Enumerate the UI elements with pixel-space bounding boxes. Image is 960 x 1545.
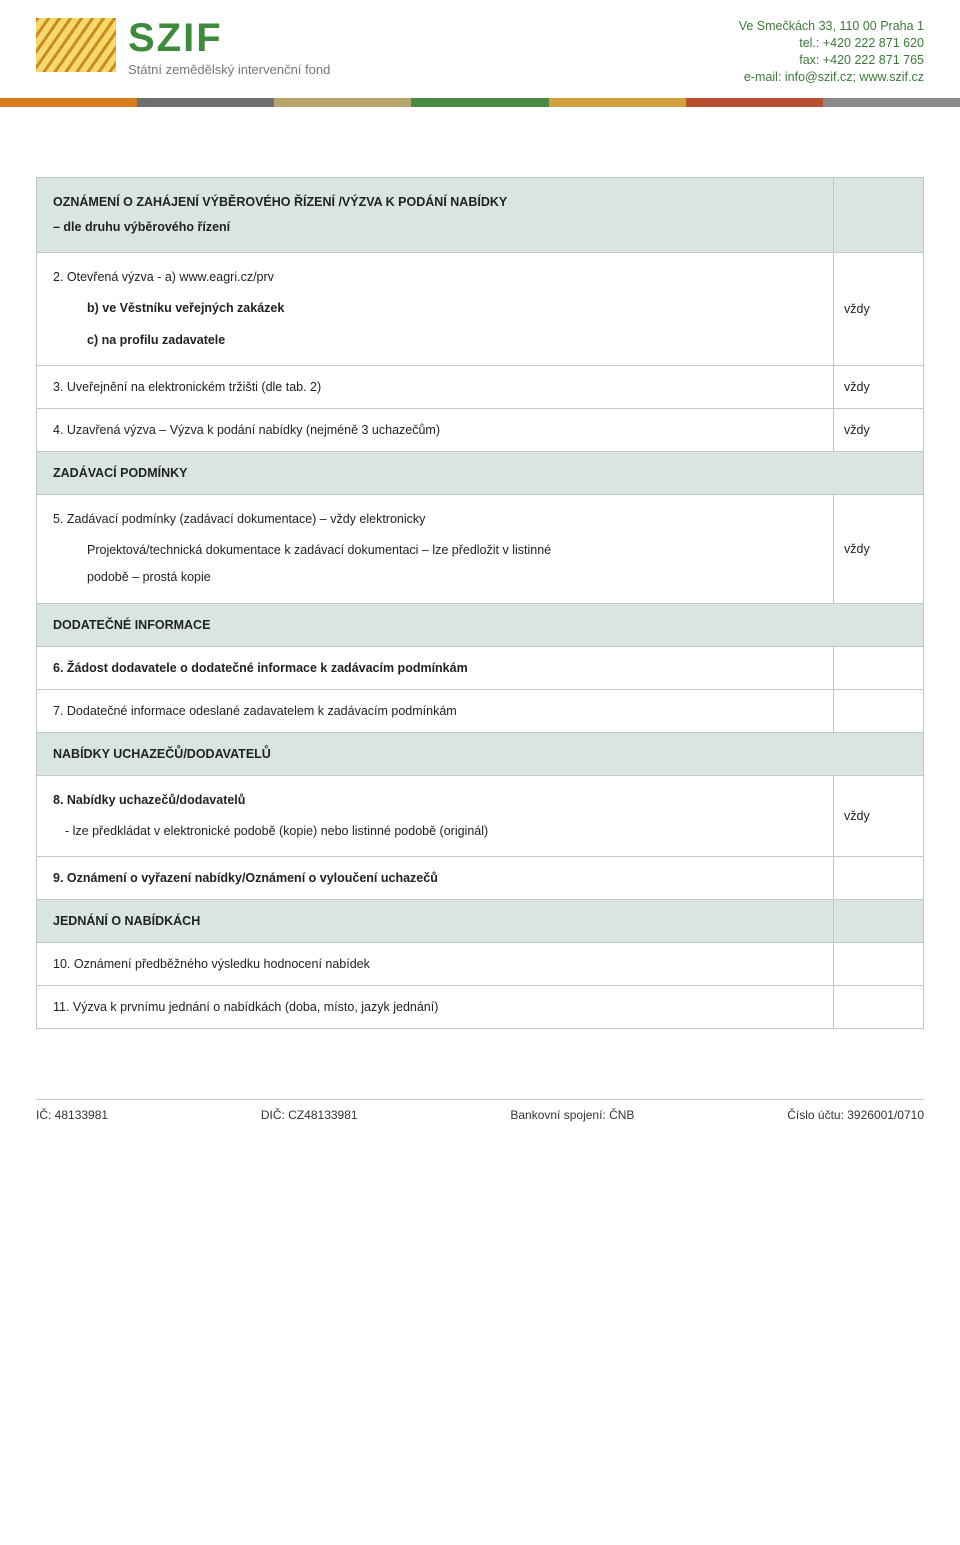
section-header-announcement: OZNÁMENÍ O ZAHÁJENÍ VÝBĚROVÉHO ŘÍZENÍ /V… — [37, 178, 923, 253]
row-5-sub2: podobě – prostá kopie — [87, 567, 817, 588]
table-row: 4. Uzavřená výzva – Výzva k podání nabíd… — [37, 408, 923, 451]
section-header-conditions: ZADÁVACÍ PODMÍNKY — [37, 451, 923, 494]
section-header-additional-info: DODATEČNÉ INFORMACE — [37, 603, 923, 646]
row-11-value — [833, 986, 923, 1028]
contact-email: e-mail: info@szif.cz; www.szif.cz — [739, 69, 924, 86]
row-2-main: 2. Otevřená výzva - a) www.eagri.cz/prv — [53, 267, 817, 288]
document-table: OZNÁMENÍ O ZAHÁJENÍ VÝBĚROVÉHO ŘÍZENÍ /V… — [36, 177, 924, 1030]
table-row: 11. Výzva k prvnímu jednání o nabídkách … — [37, 985, 923, 1028]
table-row: 9. Oznámení o vyřazení nabídky/Oznámení … — [37, 856, 923, 899]
row-4-value: vždy — [833, 409, 923, 451]
page-footer: IČ: 48133981 DIČ: CZ48133981 Bankovní sp… — [36, 1099, 924, 1122]
row-3-value: vždy — [833, 366, 923, 408]
contact-address: Ve Smečkách 33, 110 00 Praha 1 — [739, 18, 924, 35]
contact-info: Ve Smečkách 33, 110 00 Praha 1 tel.: +42… — [739, 18, 924, 86]
row-2-b: b) ve Věstníku veřejných zakázek — [87, 298, 817, 319]
table-row: 8. Nabídky uchazečů/dodavatelů - lze pře… — [37, 775, 923, 857]
logo-icon — [36, 18, 116, 72]
row-7-value — [833, 690, 923, 732]
section-title: JEDNÁNÍ O NABÍDKÁCH — [37, 900, 833, 942]
row-8-value: vždy — [833, 776, 923, 857]
section-title: DODATEČNÉ INFORMACE — [37, 604, 923, 646]
section-subtitle: – dle druhu výběrového řízení — [53, 217, 817, 238]
row-6-value — [833, 647, 923, 689]
row-10: 10. Oznámení předběžného výsledku hodnoc… — [37, 943, 833, 985]
section-title: OZNÁMENÍ O ZAHÁJENÍ VÝBĚROVÉHO ŘÍZENÍ /V… — [53, 192, 817, 213]
section-header-offers: NABÍDKY UCHAZEČŮ/DODAVATELŮ — [37, 732, 923, 775]
contact-tel: tel.: +420 222 871 620 — [739, 35, 924, 52]
table-row: 7. Dodatečné informace odeslané zadavate… — [37, 689, 923, 732]
contact-fax: fax: +420 222 871 765 — [739, 52, 924, 69]
section-header-negotiation: JEDNÁNÍ O NABÍDKÁCH — [37, 899, 923, 942]
section-title: NABÍDKY UCHAZEČŮ/DODAVATELŮ — [37, 733, 923, 775]
row-6: 6. Žádost dodavatele o dodatečné informa… — [37, 647, 833, 689]
section-header-right — [833, 178, 923, 253]
row-5-main: 5. Zadávací podmínky (zadávací dokumenta… — [53, 509, 817, 530]
table-row: 5. Zadávací podmínky (zadávací dokumenta… — [37, 494, 923, 603]
logo-subtitle: Státní zemědělský intervenční fond — [128, 62, 330, 77]
section-title: ZADÁVACÍ PODMÍNKY — [37, 452, 923, 494]
section-header-right — [833, 900, 923, 942]
row-11: 11. Výzva k prvnímu jednání o nabídkách … — [37, 986, 833, 1028]
table-row: 6. Žádost dodavatele o dodatečné informa… — [37, 646, 923, 689]
row-5-value: vždy — [833, 495, 923, 603]
table-row: 10. Oznámení předběžného výsledku hodnoc… — [37, 942, 923, 985]
row-9-value — [833, 857, 923, 899]
row-4-main: 4. Uzavřená výzva – Výzva k podání nabíd… — [37, 409, 833, 451]
row-8-sub: - lze předkládat v elektronické podobě (… — [53, 821, 817, 842]
logo-block: SZIF Státní zemědělský intervenční fond — [36, 18, 330, 77]
row-3-main: 3. Uveřejnění na elektronickém tržišti (… — [37, 366, 833, 408]
row-7: 7. Dodatečné informace odeslané zadavate… — [37, 690, 833, 732]
row-10-value — [833, 943, 923, 985]
row-9: 9. Oznámení o vyřazení nabídky/Oznámení … — [37, 857, 833, 899]
footer-ic: IČ: 48133981 — [36, 1108, 108, 1122]
footer-acct: Číslo účtu: 3926001/0710 — [787, 1108, 924, 1122]
page-header: SZIF Státní zemědělský intervenční fond … — [36, 18, 924, 86]
table-row: 2. Otevřená výzva - a) www.eagri.cz/prv … — [37, 252, 923, 365]
table-row: 3. Uveřejnění na elektronickém tržišti (… — [37, 365, 923, 408]
row-5-sub1: Projektová/technická dokumentace k zadáv… — [87, 540, 817, 561]
footer-dic: DIČ: CZ48133981 — [261, 1108, 358, 1122]
brand-stripe — [0, 98, 960, 107]
logo-name: SZIF — [128, 18, 330, 58]
row-2-value: vždy — [833, 253, 923, 365]
footer-bank: Bankovní spojení: ČNB — [510, 1108, 634, 1122]
row-8-main: 8. Nabídky uchazečů/dodavatelů — [53, 790, 817, 811]
row-2-c: c) na profilu zadavatele — [87, 330, 817, 351]
